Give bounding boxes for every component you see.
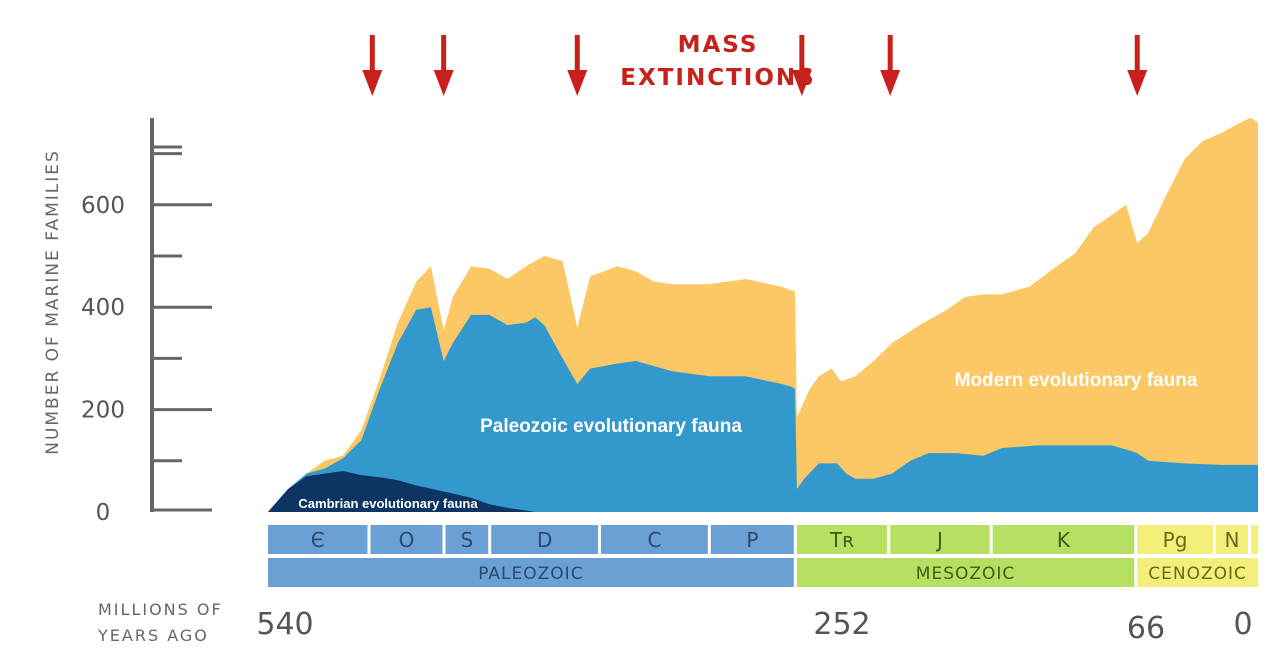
y-tick-label: 400: [81, 295, 125, 321]
x-axis-caption-line-1: MILLIONS OF: [98, 600, 223, 619]
period-label: K: [1057, 528, 1071, 552]
period-p: P: [710, 525, 794, 554]
period-n: N: [1215, 525, 1248, 554]
period-label: N: [1224, 528, 1239, 552]
era-cenozoic: CENOZOIC: [1137, 558, 1258, 587]
period-pg: Pg: [1137, 525, 1213, 554]
y-tick-label: 200: [81, 398, 125, 424]
chart-title: MASS EXTINCTIONS: [620, 32, 815, 91]
extinction-arrow-66: [1127, 35, 1148, 96]
period-t: Tʀ: [796, 525, 888, 554]
label-cambrian-evolutionary-fauna: Cambrian evolutionary fauna: [298, 496, 478, 511]
period-k: K: [992, 525, 1135, 554]
period-label: Pg: [1163, 528, 1188, 552]
period-d: D: [491, 525, 599, 554]
x-tick-label: 66: [1127, 611, 1165, 646]
period-label: Tʀ: [829, 528, 854, 552]
period-o: O: [370, 525, 443, 554]
period-j: J: [890, 525, 990, 554]
period-c: C: [601, 525, 708, 554]
extinction-arrow-372: [567, 35, 588, 96]
period-label: D: [537, 528, 552, 552]
y-axis: 600 400 200 0 NUMBER OF MARINE FAMILIES: [43, 118, 212, 526]
period-s: S: [445, 525, 489, 554]
x-tick-label: 252: [813, 607, 870, 642]
area-cambrian-evolutionary-fauna: [268, 471, 536, 512]
label-paleozoic-evolutionary-fauna: Paleozoic evolutionary fauna: [480, 416, 742, 437]
era-label: CENOZOIC: [1148, 564, 1247, 584]
x-axis-caption-line-2: YEARS AGO: [97, 626, 209, 645]
title-line-2: EXTINCTIONS: [620, 65, 815, 91]
period-label: P: [746, 528, 758, 552]
extinction-arrow-484: [362, 35, 383, 96]
title-line-1: MASS: [678, 32, 759, 58]
series-labels: Cambrian evolutionary fauna Paleozoic evo…: [298, 370, 1197, 511]
period-label: J: [935, 528, 943, 552]
era-mesozoic: MESOZOIC: [796, 558, 1135, 587]
x-tick-label: 540: [256, 607, 313, 642]
period-quaternary-sliver: [1251, 525, 1258, 554]
period-label: S: [461, 528, 474, 552]
fauna-areas: [268, 117, 1258, 513]
geologic-timescale: Є O S D C P Tʀ J K Pg N PALEOZOIC MESOZOIC CENOZOIC: [268, 525, 1258, 587]
period-label: C: [647, 528, 661, 552]
extinction-arrow-201: [880, 35, 901, 96]
y-tick-label: 600: [81, 193, 125, 219]
label-modern-evolutionary-fauna: Modern evolutionary fauna: [955, 370, 1198, 391]
extinction-arrows: [362, 35, 1148, 96]
era-label: MESOZOIC: [916, 564, 1016, 584]
period-cambrian: Є: [268, 525, 368, 554]
extinction-arrow-252: [791, 35, 812, 96]
extinction-arrow-445: [433, 35, 454, 96]
x-tick-label: 0: [1233, 607, 1252, 642]
period-label: Є: [311, 528, 325, 552]
y-tick-label: 0: [96, 500, 111, 526]
era-paleozoic: PALEOZOIC: [268, 558, 794, 587]
period-label: O: [399, 528, 415, 552]
y-axis-label: NUMBER OF MARINE FAMILIES: [43, 149, 63, 455]
x-axis: 540 252 66 0 MILLIONS OF YEARS AGO: [97, 600, 1253, 646]
area-paleozoic-evolutionary-fauna: [268, 307, 1258, 512]
era-label: PALEOZOIC: [478, 564, 583, 584]
